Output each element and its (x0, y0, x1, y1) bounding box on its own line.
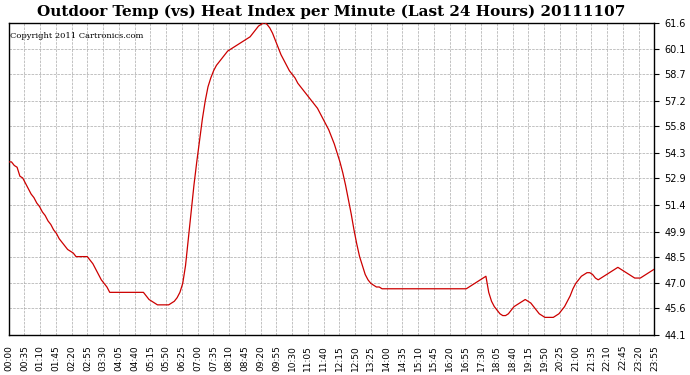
Text: Copyright 2011 Cartronics.com: Copyright 2011 Cartronics.com (10, 32, 144, 40)
Title: Outdoor Temp (vs) Heat Index per Minute (Last 24 Hours) 20111107: Outdoor Temp (vs) Heat Index per Minute … (37, 4, 626, 18)
